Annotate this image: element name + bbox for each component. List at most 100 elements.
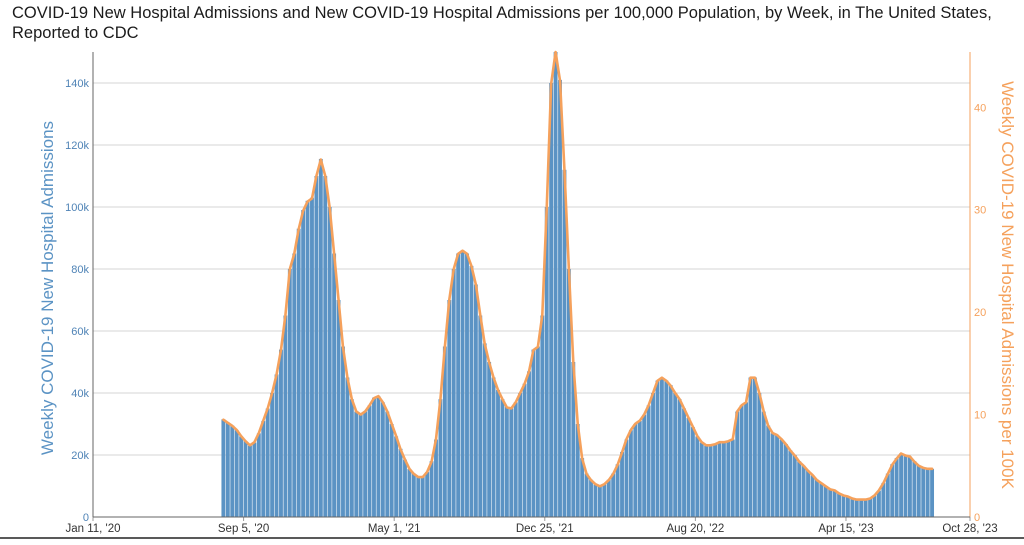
bar xyxy=(819,482,824,517)
bar xyxy=(885,473,890,517)
bar xyxy=(903,455,908,517)
bar xyxy=(708,445,713,517)
bar xyxy=(380,402,385,517)
bar xyxy=(868,498,873,517)
bar xyxy=(553,52,558,517)
bar xyxy=(544,207,549,517)
bar xyxy=(704,445,709,517)
bar xyxy=(828,489,833,517)
bar xyxy=(748,377,753,517)
bar xyxy=(358,414,363,517)
bar xyxy=(859,499,864,517)
bar xyxy=(363,411,368,517)
bar xyxy=(770,433,775,517)
bar xyxy=(620,451,624,517)
bar xyxy=(837,493,842,517)
bar xyxy=(717,442,722,517)
bar xyxy=(411,473,416,517)
y-tick-label: 80k xyxy=(71,264,89,276)
bar xyxy=(673,393,678,517)
bar xyxy=(912,461,917,517)
x-tick-label: Oct 28, '23 xyxy=(942,523,997,535)
bar xyxy=(509,408,514,517)
bar xyxy=(677,399,682,517)
bar xyxy=(571,362,576,517)
x-tick-label: Dec 25, '21 xyxy=(516,523,574,535)
bar xyxy=(527,371,531,517)
bar xyxy=(850,498,855,517)
y-tick-label: 20k xyxy=(71,450,89,462)
y-tick-label: 120k xyxy=(65,140,89,152)
bar xyxy=(274,374,279,517)
bar xyxy=(801,465,806,517)
bar xyxy=(615,464,620,517)
bar xyxy=(602,484,607,517)
axes xyxy=(0,52,1024,539)
bar xyxy=(628,430,633,517)
bar xyxy=(566,269,571,517)
y2-tick-label: 0 xyxy=(974,512,980,524)
bar xyxy=(270,393,275,517)
bar xyxy=(496,389,500,517)
bar xyxy=(301,210,306,517)
bar xyxy=(310,197,314,517)
bar xyxy=(659,377,664,517)
bar xyxy=(686,417,691,517)
bar xyxy=(921,467,926,517)
bar xyxy=(341,346,345,517)
bar xyxy=(558,79,562,518)
x-tick-label: Jan 11, '20 xyxy=(65,523,120,535)
chart-title: COVID-19 New Hospital Admissions and New… xyxy=(12,4,992,42)
bar xyxy=(491,377,496,517)
bar xyxy=(513,402,518,517)
bar xyxy=(487,362,492,517)
bar xyxy=(522,383,527,517)
bar xyxy=(265,408,270,517)
bar xyxy=(845,496,850,517)
bar xyxy=(646,405,651,517)
bar xyxy=(221,419,226,517)
line-series xyxy=(222,50,934,501)
bar xyxy=(323,176,328,517)
tick-labels: 0 20k 40k 60k 80k 100k 120k 140k 0 10 20 30 40 Jan 11… xyxy=(65,78,997,535)
y2-tick-label: 10 xyxy=(974,410,986,422)
bar xyxy=(788,450,793,517)
bar xyxy=(318,158,323,517)
bar xyxy=(761,411,766,517)
x-tick-label: Apr 15, '23 xyxy=(818,523,873,535)
bar xyxy=(642,414,647,517)
bar xyxy=(376,396,381,517)
bar xyxy=(575,424,580,517)
bar xyxy=(894,458,899,517)
bar xyxy=(416,476,421,517)
bar xyxy=(367,405,372,517)
bar xyxy=(349,399,354,517)
bar xyxy=(473,284,478,517)
bar xyxy=(460,250,465,517)
bar xyxy=(597,486,602,517)
bar xyxy=(744,402,748,517)
bar xyxy=(332,253,337,517)
bar xyxy=(389,424,394,517)
bar xyxy=(899,453,904,517)
bar xyxy=(535,346,540,517)
x-tick-label: Sep 5, '20 xyxy=(218,523,269,535)
bar xyxy=(225,422,230,517)
bar xyxy=(637,420,642,517)
bar xyxy=(730,439,735,517)
bar xyxy=(279,349,283,517)
bar xyxy=(690,427,695,517)
y2-tick-label: 30 xyxy=(974,205,986,217)
bar xyxy=(482,343,487,517)
bar xyxy=(580,458,585,517)
bar xyxy=(230,425,235,517)
bar xyxy=(336,300,341,517)
bar xyxy=(248,445,252,517)
bar xyxy=(699,442,704,517)
bar xyxy=(907,456,912,517)
bar xyxy=(841,495,846,517)
bar xyxy=(500,399,505,517)
bar xyxy=(584,473,589,517)
bar xyxy=(407,468,412,517)
